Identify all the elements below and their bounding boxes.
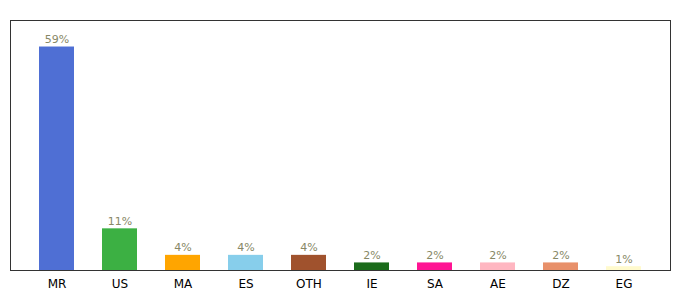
- svg-text:AE: AE: [490, 277, 506, 291]
- svg-text:11%: 11%: [108, 215, 132, 228]
- svg-text:2%: 2%: [426, 249, 443, 262]
- svg-text:SA: SA: [427, 277, 444, 291]
- svg-text:2%: 2%: [363, 249, 380, 262]
- svg-text:1%: 1%: [615, 253, 632, 266]
- svg-text:ES: ES: [238, 277, 253, 291]
- svg-text:4%: 4%: [174, 241, 191, 254]
- svg-text:2%: 2%: [489, 249, 506, 262]
- svg-text:2%: 2%: [552, 249, 569, 262]
- svg-text:MR: MR: [48, 277, 67, 291]
- svg-text:EG: EG: [616, 277, 633, 291]
- svg-text:US: US: [112, 277, 128, 291]
- svg-text:4%: 4%: [300, 241, 317, 254]
- svg-text:4%: 4%: [237, 241, 254, 254]
- svg-text:IE: IE: [366, 277, 377, 291]
- svg-text:OTH: OTH: [296, 277, 322, 291]
- svg-text:59%: 59%: [45, 33, 69, 46]
- svg-text:DZ: DZ: [552, 277, 569, 291]
- svg-text:MA: MA: [174, 277, 193, 291]
